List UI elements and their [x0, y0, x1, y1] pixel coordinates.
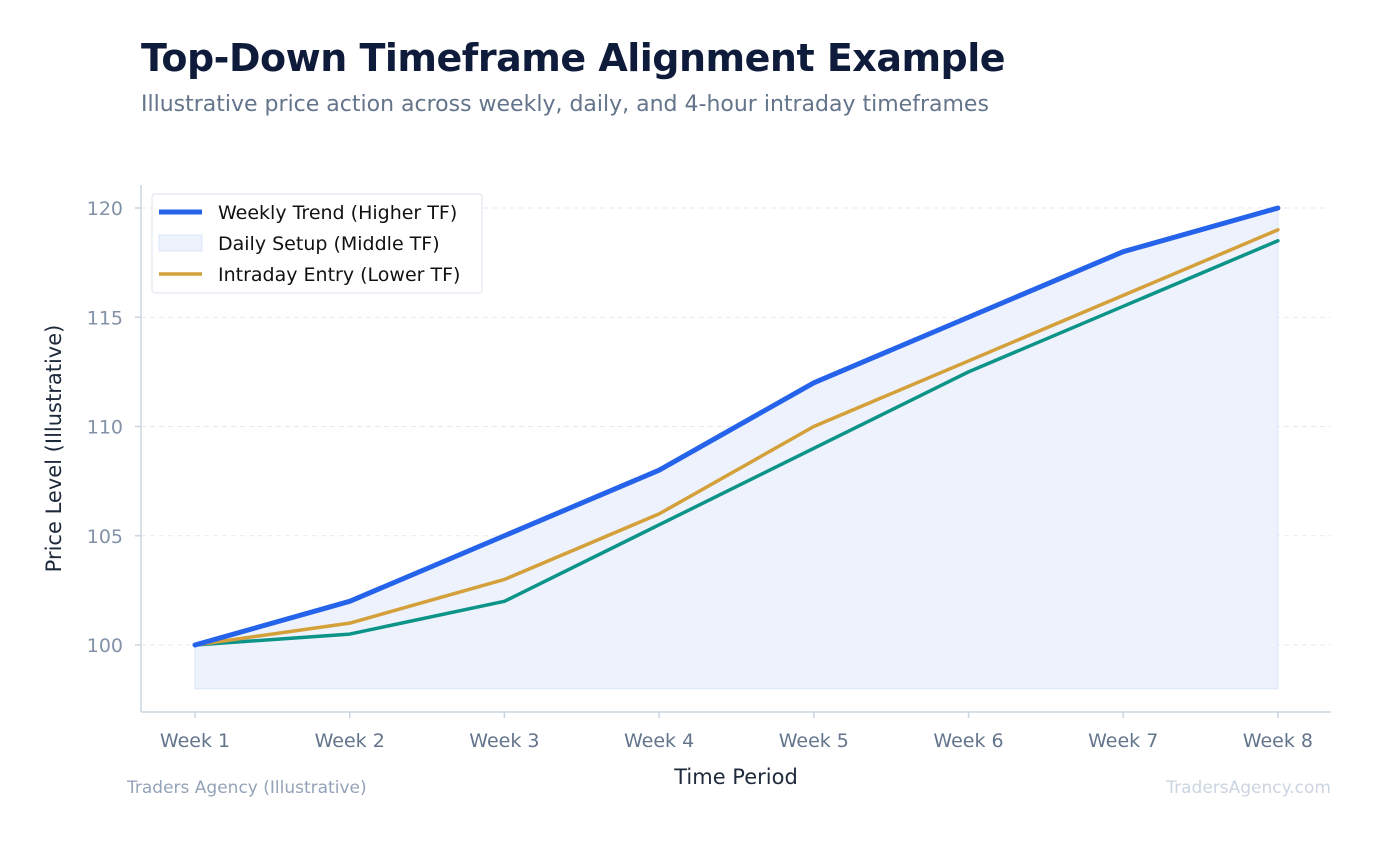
y-tick-label: 110	[87, 417, 123, 439]
footer-attribution: Traders Agency (Illustrative)	[127, 778, 367, 798]
x-axis-label: Time Period	[673, 765, 798, 789]
x-tick-label: Week 8	[1243, 730, 1313, 752]
x-tick-label: Week 5	[779, 730, 849, 752]
x-tick-label: Week 1	[160, 730, 230, 752]
chart-title: Top-Down Timeframe Alignment Example	[141, 36, 1006, 80]
legend-box	[151, 193, 483, 294]
y-tick-label: 120	[87, 198, 123, 220]
x-tick-label: Week 6	[933, 730, 1003, 752]
x-tick-label: Week 7	[1088, 730, 1158, 752]
legend-label: Weekly Trend (Higher TF)	[218, 202, 457, 224]
legend-label: Daily Setup (Middle TF)	[218, 233, 440, 255]
chart-subtitle: Illustrative price action across weekly,…	[141, 92, 989, 117]
legend-swatch	[158, 234, 203, 252]
y-tick-label: 100	[87, 635, 123, 657]
y-tick-label: 115	[87, 307, 123, 329]
weekly-trend-line	[192, 205, 1281, 648]
y-tick-label: 105	[87, 526, 123, 548]
footer-website: TradersAgency.com	[1166, 778, 1331, 798]
x-tick-label: Week 3	[469, 730, 539, 752]
daily-setup-line	[193, 239, 1280, 647]
x-tick-label: Week 2	[315, 730, 385, 752]
legend-label: Intraday Entry (Lower TF)	[218, 264, 460, 286]
y-axis-label: Price Level (Illustrative)	[42, 325, 66, 573]
intraday-entry-line	[193, 228, 1280, 647]
x-tick-label: Week 4	[624, 730, 694, 752]
